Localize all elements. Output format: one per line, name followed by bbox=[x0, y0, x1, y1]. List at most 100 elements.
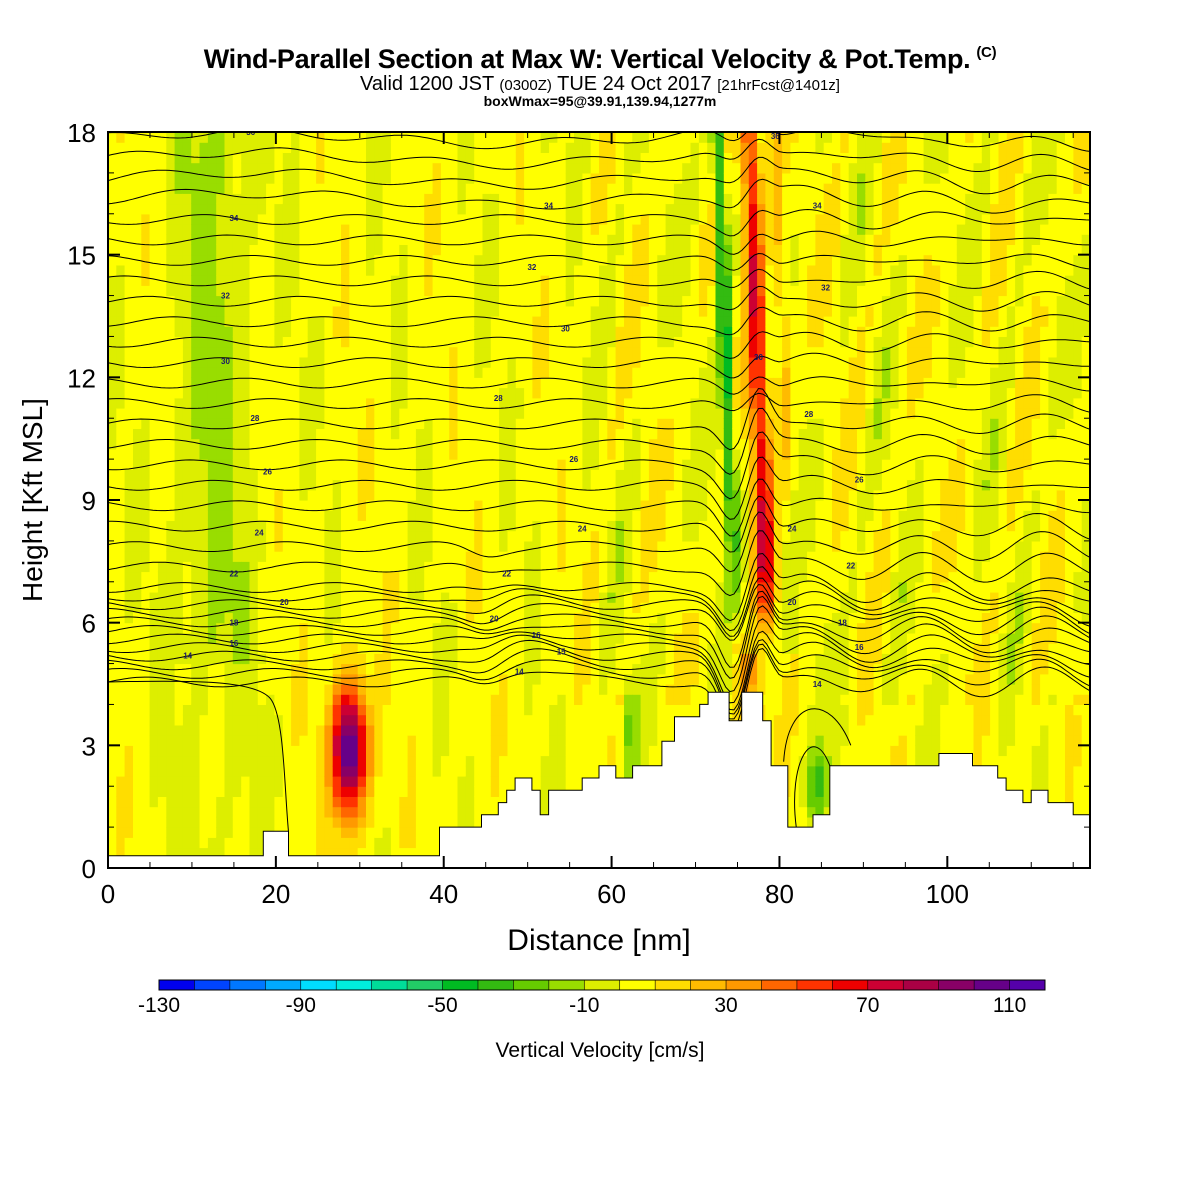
velocity-cell bbox=[191, 806, 201, 818]
velocity-cell bbox=[307, 367, 317, 378]
velocity-cell bbox=[157, 326, 167, 337]
velocity-cell bbox=[157, 837, 167, 849]
velocity-cell bbox=[565, 162, 575, 174]
velocity-cell bbox=[665, 612, 675, 624]
velocity-cell bbox=[640, 418, 650, 429]
velocity-cell bbox=[399, 684, 409, 695]
velocity-cell bbox=[199, 765, 209, 777]
velocity-cell bbox=[257, 786, 267, 797]
velocity-cell bbox=[174, 561, 184, 573]
velocity-cell bbox=[574, 673, 583, 685]
velocity-cell bbox=[482, 714, 492, 726]
velocity-cell bbox=[341, 203, 350, 215]
velocity-cell bbox=[648, 356, 658, 368]
velocity-cell bbox=[291, 786, 300, 797]
velocity-cell bbox=[341, 745, 350, 757]
velocity-cell bbox=[332, 142, 342, 153]
velocity-cell bbox=[482, 684, 492, 695]
velocity-cell bbox=[415, 827, 425, 838]
velocity-cell bbox=[357, 234, 367, 245]
velocity-cell bbox=[424, 172, 434, 184]
velocity-cell bbox=[324, 336, 334, 348]
velocity-cell bbox=[432, 172, 442, 184]
velocity-cell bbox=[241, 489, 251, 501]
velocity-cell bbox=[432, 142, 442, 153]
velocity-cell bbox=[665, 592, 675, 603]
velocity-cell bbox=[507, 530, 517, 542]
velocity-cell bbox=[241, 816, 251, 828]
velocity-cell bbox=[299, 244, 309, 256]
velocity-cell bbox=[424, 244, 434, 256]
velocity-cell bbox=[482, 530, 492, 542]
velocity-cell bbox=[665, 673, 675, 685]
velocity-cell bbox=[124, 816, 134, 828]
velocity-cell bbox=[499, 632, 508, 644]
velocity-cell bbox=[349, 520, 359, 532]
velocity-cell bbox=[515, 724, 525, 736]
velocity-cell bbox=[515, 581, 525, 593]
velocity-cell bbox=[224, 510, 234, 521]
velocity-cell bbox=[191, 285, 201, 297]
velocity-cell bbox=[440, 776, 450, 787]
velocity-cell bbox=[549, 500, 558, 511]
velocity-cell bbox=[366, 796, 375, 808]
velocity-cell bbox=[474, 612, 484, 624]
velocity-cell bbox=[324, 254, 334, 266]
velocity-cell bbox=[490, 377, 500, 389]
velocity-cell bbox=[440, 346, 450, 358]
velocity-cell bbox=[407, 847, 417, 859]
velocity-cell bbox=[524, 326, 533, 337]
velocity-cell bbox=[316, 305, 325, 317]
velocity-cell bbox=[133, 530, 142, 542]
velocity-cell bbox=[257, 561, 267, 573]
velocity-cell bbox=[157, 254, 167, 266]
velocity-cell bbox=[108, 469, 117, 481]
velocity-cell bbox=[157, 500, 167, 511]
velocity-cell bbox=[324, 193, 334, 205]
velocity-cell bbox=[499, 377, 508, 389]
velocity-cell bbox=[266, 418, 275, 429]
velocity-cell bbox=[574, 264, 583, 276]
velocity-cell bbox=[557, 592, 567, 603]
velocity-cell bbox=[299, 377, 309, 389]
velocity-cell bbox=[399, 408, 409, 419]
velocity-cell bbox=[607, 500, 617, 511]
velocity-cell bbox=[216, 755, 226, 767]
velocity-cell bbox=[291, 295, 300, 307]
velocity-cell bbox=[374, 397, 384, 409]
velocity-cell bbox=[474, 459, 484, 470]
velocity-cell bbox=[615, 193, 625, 205]
velocity-cell bbox=[673, 489, 683, 501]
velocity-cell bbox=[224, 592, 234, 603]
velocity-cell bbox=[582, 551, 592, 562]
velocity-cell bbox=[657, 285, 667, 297]
velocity-cell bbox=[465, 285, 475, 297]
velocity-cell bbox=[590, 714, 600, 726]
velocity-cell bbox=[174, 142, 184, 153]
velocity-cell bbox=[482, 234, 492, 245]
velocity-cell bbox=[299, 275, 309, 286]
velocity-cell bbox=[582, 428, 592, 440]
velocity-cell bbox=[524, 469, 533, 481]
velocity-cell bbox=[382, 397, 392, 409]
velocity-cell bbox=[582, 295, 592, 307]
velocity-cell bbox=[482, 203, 492, 215]
velocity-cell bbox=[257, 275, 267, 286]
velocity-cell bbox=[374, 796, 384, 808]
velocity-cell bbox=[607, 397, 617, 409]
velocity-cell bbox=[457, 765, 467, 777]
velocity-cell bbox=[133, 704, 142, 716]
velocity-cell bbox=[582, 203, 592, 215]
velocity-cell bbox=[524, 316, 533, 327]
velocity-cell bbox=[507, 755, 517, 767]
velocity-cell bbox=[399, 264, 409, 276]
velocity-cell bbox=[224, 571, 234, 583]
velocity-cell bbox=[665, 275, 675, 286]
velocity-cell bbox=[332, 540, 342, 552]
velocity-cell bbox=[565, 714, 575, 726]
velocity-cell bbox=[407, 264, 417, 276]
velocity-cell bbox=[116, 193, 126, 205]
velocity-cell bbox=[207, 336, 217, 348]
velocity-cell bbox=[224, 152, 234, 164]
velocity-cell bbox=[207, 193, 217, 205]
